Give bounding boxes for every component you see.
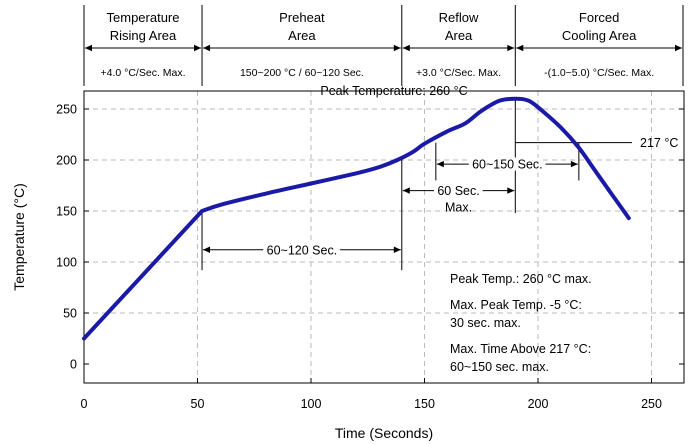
arrowhead [675,44,682,52]
note-peak-minus5-line1: Max. Peak Temp. -5 °C: [450,298,582,312]
profile-line [82,96,631,341]
x-tick-label: 200 [528,397,549,411]
zone-rate-label: 150~200 °C / 60~120 Sec. [240,67,364,79]
y-tick-label: 100 [56,256,77,270]
y-axis-title: Temperature (°C) [11,183,27,291]
note-time-above-line1: Max. Time Above 217 °C: [450,342,591,356]
x-tick-label: 50 [191,397,205,411]
arrowhead [203,246,211,253]
zone-header: Temperature Rising Area +4.0 °C/Sec. Max. P… [83,5,684,86]
annotations: 217 °C Peak Temperature: 260 °C 60~120 Sec… [203,84,678,261]
guide-lines [201,98,632,271]
y-tick-label: 250 [56,103,77,117]
arrowhead [402,187,410,194]
arrowhead [402,44,410,52]
note-peak-temp: Peak Temp.: 260 °C max. [450,272,592,286]
arrowhead [507,187,515,194]
zone-rate-label: +4.0 °C/Sec. Max. [101,67,186,79]
zone-name-line2: Cooling Area [562,28,637,43]
peak-label: Peak Temperature: 260 °C [320,84,467,98]
arrowhead [507,44,515,52]
zone-name-line1: Preheat [279,10,325,25]
zone-rate-label: +3.0 °C/Sec. Max. [416,67,501,79]
arrowhead [570,160,578,168]
x-tick-label: 250 [641,397,662,411]
arrowhead [436,160,444,168]
arrowhead [203,44,211,52]
arrowhead [516,44,524,52]
x-tick-label: 100 [301,397,322,411]
above217-span-label: 60~150 Sec. [472,158,543,172]
grid-lines [84,91,684,383]
zone-name-line1: Forced [579,10,619,25]
x-tick-label: 0 [81,397,88,411]
arrowhead [85,44,92,52]
axis-ticks: 0 50 100 150 200 250 0 50 100 150 200 250 [56,103,684,411]
x-tick-label: 150 [414,397,435,411]
y-tick-label: 150 [56,205,77,219]
zone-name-line1: Reflow [439,10,479,25]
peak-window-label-line2: Max. [445,201,472,215]
note-peak-minus5-line2: 30 sec. max. [450,316,521,330]
y-tick-label: 50 [63,307,77,321]
arrowhead [393,44,401,52]
zone-rate-label: -(1.0~5.0) °C/Sec. Max. [544,67,654,79]
y-tick-label: 0 [70,358,77,372]
y-tick-label: 200 [56,154,77,168]
plot-frame [83,90,685,384]
zone-name-line2: Rising Area [110,28,177,43]
peak-window-label-line1: 60 Sec. [437,184,479,198]
note-time-above-line2: 60~150 sec. max. [450,360,549,374]
preheat-span-label: 60~120 Sec. [267,243,338,257]
arrowhead [393,246,401,253]
liquidus-label: 217 °C [640,136,678,150]
arrowhead [194,44,202,52]
zone-name-line2: Area [288,28,316,43]
x-axis-title: Time (Seconds) [335,425,433,441]
zone-name-line1: Temperature [107,10,180,25]
zone-name-line2: Area [445,28,473,43]
